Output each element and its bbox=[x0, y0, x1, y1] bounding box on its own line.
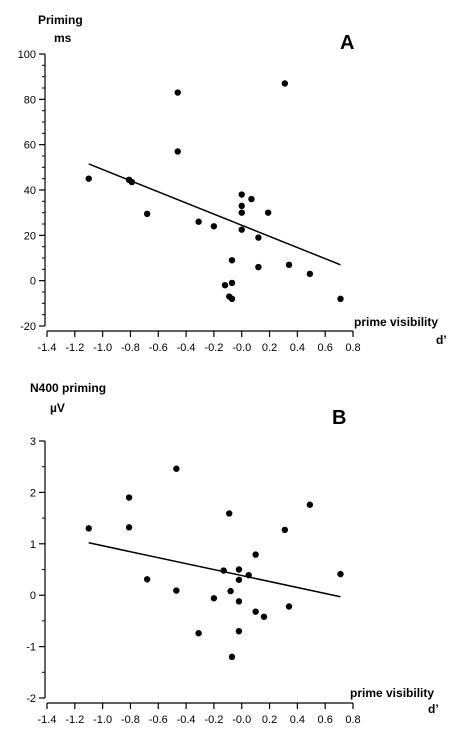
x-axis-title-a-line2: d’ bbox=[436, 333, 447, 347]
data-point-b bbox=[281, 526, 289, 534]
data-point-b bbox=[173, 587, 180, 594]
data-point-a bbox=[255, 234, 262, 241]
data-point-b bbox=[235, 627, 243, 635]
panel-letter-b: B bbox=[332, 407, 346, 429]
x-tick-label-a: -0.0 bbox=[232, 342, 251, 354]
y-tick-label-a: 0 bbox=[30, 276, 36, 288]
panel-a: Priming ms A prime visibility d’ -20 0 20 4… bbox=[18, 13, 447, 354]
data-point-b bbox=[173, 465, 180, 472]
x-tick-label-b: -0.6 bbox=[149, 714, 168, 726]
y-axis-title-b-line1: N400 priming bbox=[30, 381, 106, 395]
data-point-b bbox=[245, 571, 252, 579]
data-point-a bbox=[228, 279, 236, 287]
data-point-a bbox=[128, 178, 136, 186]
data-point-a bbox=[143, 210, 151, 217]
x-axis-title-a-line1: prime visibility bbox=[354, 315, 438, 329]
data-point-b bbox=[125, 524, 133, 531]
x-tick-label-b: -0.0 bbox=[232, 714, 251, 726]
x-tick-label-a: 0.6 bbox=[318, 342, 333, 354]
y-tick-label-a: 100 bbox=[18, 49, 36, 61]
x-tick-label-a: -1.0 bbox=[93, 342, 112, 354]
panel-letter-a: A bbox=[340, 32, 354, 54]
data-point-a bbox=[85, 175, 92, 182]
y-tick-label-a: 40 bbox=[24, 185, 36, 197]
data-point-a bbox=[238, 191, 245, 198]
x-tick-label-a: 0.2 bbox=[262, 342, 277, 354]
x-tick-label-a: 0.4 bbox=[290, 342, 305, 354]
data-point-b bbox=[337, 570, 344, 578]
y-tick-label-b: 0 bbox=[30, 590, 36, 602]
data-point-b bbox=[252, 551, 259, 558]
data-point-a bbox=[306, 270, 314, 278]
y-tick-label-b: -1 bbox=[26, 642, 36, 654]
y-axis-title-a-line2: ms bbox=[54, 31, 72, 45]
x-tick-label-a: -0.6 bbox=[149, 342, 168, 354]
x-tick-label-b: -1.0 bbox=[93, 714, 112, 726]
data-point-a bbox=[238, 209, 245, 216]
data-point-a bbox=[337, 295, 344, 302]
data-point-b bbox=[210, 595, 218, 602]
x-tick-label-b: -1.4 bbox=[38, 714, 57, 726]
data-point-a bbox=[285, 261, 293, 268]
x-tick-label-a: 0.8 bbox=[345, 342, 360, 354]
x-tick-label-b: 0.6 bbox=[318, 714, 333, 726]
data-point-b bbox=[227, 587, 234, 595]
data-point-b bbox=[235, 598, 243, 605]
x-tick-label-b: 0.2 bbox=[262, 714, 277, 726]
data-point-b bbox=[235, 566, 243, 573]
y-tick-label-b: 1 bbox=[30, 539, 36, 551]
panel-b: N400 priming µV B prime visibility d’ -2… bbox=[26, 381, 438, 726]
x-tick-label-a: -0.8 bbox=[121, 342, 140, 354]
data-point-a bbox=[228, 295, 236, 302]
data-point-b bbox=[285, 603, 293, 610]
data-point-b bbox=[252, 608, 259, 615]
y-tick-label-a: -20 bbox=[20, 321, 36, 333]
x-tick-label-b: -0.4 bbox=[177, 714, 196, 726]
data-point-b bbox=[125, 494, 133, 501]
x-tick-label-a: -0.4 bbox=[177, 342, 196, 354]
x-tick-label-b: -0.2 bbox=[204, 714, 223, 726]
data-point-b bbox=[220, 567, 227, 574]
x-tick-label-b: -1.2 bbox=[65, 714, 84, 726]
x-tick-label-a: -1.4 bbox=[38, 342, 57, 354]
y-tick-label-a: 20 bbox=[24, 230, 36, 242]
y-tick-label-b: 3 bbox=[30, 436, 36, 448]
data-point-a bbox=[238, 226, 245, 233]
data-point-b bbox=[306, 501, 314, 508]
data-point-a bbox=[255, 263, 262, 271]
data-point-a bbox=[281, 80, 289, 87]
y-tick-label-b: 2 bbox=[30, 487, 36, 499]
data-point-a bbox=[248, 195, 255, 203]
data-point-a bbox=[221, 282, 229, 289]
data-point-b bbox=[85, 525, 92, 532]
data-point-a bbox=[210, 223, 218, 230]
y-tick-label-a: 60 bbox=[24, 140, 36, 152]
x-tick-label-b: 0.4 bbox=[290, 714, 305, 726]
y-tick-label-b: -2 bbox=[26, 693, 36, 705]
data-point-b bbox=[226, 510, 233, 517]
data-point-a bbox=[174, 89, 181, 96]
data-point-b bbox=[143, 576, 151, 583]
y-axis-title-a-line1: Priming bbox=[38, 13, 83, 27]
data-point-a bbox=[174, 148, 181, 155]
x-axis-title-b-line2: d’ bbox=[428, 702, 439, 716]
data-point-a bbox=[238, 202, 245, 210]
x-tick-label-b: 0.8 bbox=[345, 714, 360, 726]
data-point-a bbox=[228, 257, 236, 264]
data-point-b bbox=[235, 576, 243, 583]
data-point-b bbox=[260, 613, 268, 620]
x-tick-label-a: -0.2 bbox=[204, 342, 223, 354]
x-tick-label-b: -0.8 bbox=[121, 714, 140, 726]
data-point-b bbox=[228, 653, 236, 661]
y-tick-label-a: 80 bbox=[24, 94, 36, 106]
y-axis-title-b-line2: µV bbox=[50, 401, 65, 415]
x-axis-title-b-line1: prime visibility bbox=[350, 686, 434, 700]
regression-line-b bbox=[88, 542, 341, 598]
data-point-a bbox=[264, 209, 272, 216]
x-tick-label-a: -1.2 bbox=[65, 342, 84, 354]
data-point-a bbox=[195, 218, 202, 225]
data-point-b bbox=[195, 630, 202, 637]
